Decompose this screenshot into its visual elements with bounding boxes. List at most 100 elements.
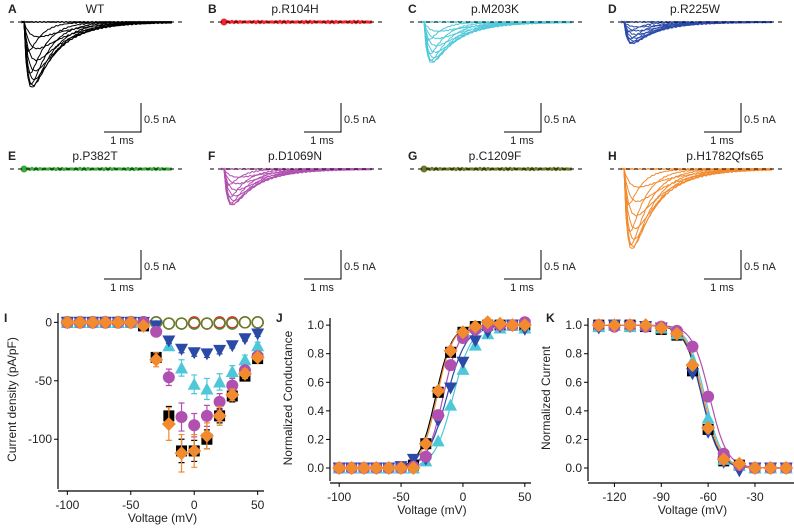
series-p-m203k [332,318,532,474]
scale-bar [504,250,542,280]
y-tick-label: 0.4 [565,404,582,418]
scale-bar-current-label: 0.5 nA [344,261,376,273]
data-point [493,316,508,331]
data-point [701,421,716,435]
data-point [60,315,75,330]
panel-label: D [608,2,617,16]
data-point [73,315,88,330]
data-point [716,452,731,467]
panel-label: B [208,2,217,16]
data-point [394,461,409,475]
series-p-d1069n [333,316,531,474]
series-p-r225w [332,319,532,475]
y-tick-label: 0.2 [307,432,324,446]
scale-bar-current-label: 0.5 nA [144,114,176,126]
x-tick-label: 0 [191,498,198,512]
y-tick-label: 0.0 [307,461,324,475]
scale-bar-time-label: 1 ms [510,282,534,294]
scale-bar [104,103,142,133]
x-tick-label: -120 [602,490,626,504]
series-p-h1782qfs65 [591,318,794,475]
y-tick-label: 1.0 [307,318,324,332]
data-point [443,343,458,358]
data-point [188,419,201,432]
data-point [111,315,126,330]
data-point [213,375,227,388]
trace-artifact [220,18,228,26]
y-axis-label: Current density (pA/pF) [5,337,19,462]
data-point [685,358,700,373]
data-point [701,411,715,424]
scale-bar [704,103,742,133]
panel-label: K [546,311,555,325]
data-point [686,340,699,353]
x-tick-label: -60 [699,490,717,504]
x-tick-label: -50 [122,498,140,512]
data-point [238,333,252,346]
data-point [431,383,446,398]
data-point [456,362,470,375]
series-wt [333,319,531,474]
data-point [98,315,113,330]
trace-artifact [20,165,28,173]
fit-curve [339,324,525,469]
current-trace [21,20,173,85]
data-point [669,326,684,341]
data-point [251,328,265,341]
data-point [123,315,138,330]
y-tick-label: 0.0 [565,461,582,475]
data-point [237,366,252,381]
fit-curve [339,324,525,469]
data-point [85,315,100,330]
trace-title: p.D1069N [268,149,322,163]
panel-label: H [608,149,617,163]
scale-bar-current-label: 0.5 nA [144,261,176,273]
data-point [199,428,214,443]
data-point [444,398,458,411]
series-p-d1069n [592,319,793,474]
trace-title: p.C1209F [469,149,522,163]
data-point [175,343,189,356]
data-point [175,361,189,374]
y-axis-label: Normalized Current [539,345,553,450]
data-point [149,352,164,367]
data-point [406,453,420,466]
data-point [468,319,483,334]
data-point [468,335,482,348]
x-tick-label: 0 [460,490,467,504]
panel-label: G [408,149,417,163]
x-axis-label: Voltage (mV) [397,503,466,517]
data-point [332,461,347,475]
fit-curve [339,324,525,469]
scale-bar-time-label: 1 ms [710,135,734,147]
data-point [480,315,495,330]
current-trace [421,21,573,63]
trace-title: p.H1782Qfs65 [686,149,764,163]
panel-label: A [8,2,17,16]
data-point [162,371,175,384]
data-point [455,325,470,340]
data-point [162,317,176,330]
fit-curve [339,324,525,469]
panel-label: I [4,311,7,325]
data-point [591,318,606,333]
current-trace [21,20,173,81]
data-point [162,335,176,348]
current-trace [421,20,573,63]
data-point [607,318,622,333]
current-trace [621,167,773,249]
x-tick-label: 50 [518,490,532,504]
data-point [225,340,239,353]
data-point [686,368,699,381]
scale-bar-current-label: 0.5 nA [744,261,776,273]
data-point [136,318,151,333]
trace-title: p.P382T [72,149,118,163]
y-axis-label: Normalized Conductance [281,330,295,465]
data-point [356,461,371,475]
current-trace [621,168,773,248]
